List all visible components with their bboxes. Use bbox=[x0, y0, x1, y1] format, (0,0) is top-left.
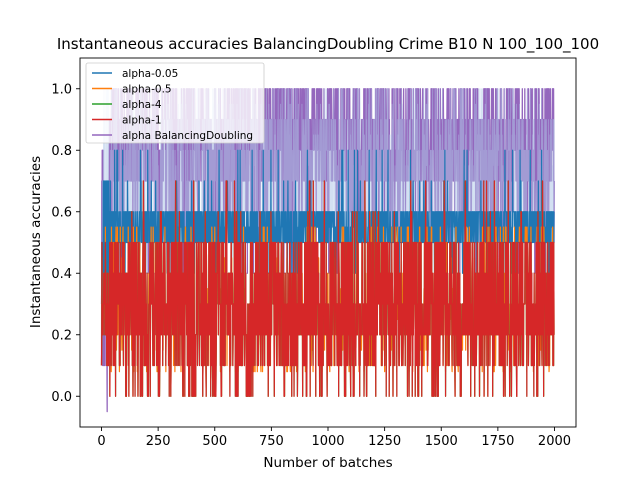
x-tick-label: 250 bbox=[146, 434, 171, 449]
y-tick-label: 1.0 bbox=[51, 82, 72, 97]
series-layer bbox=[100, 88, 555, 413]
y-tick-label: 0.4 bbox=[51, 267, 72, 282]
legend-label: alpha-0.5 bbox=[122, 83, 172, 95]
legend-box bbox=[85, 62, 265, 144]
legend: alpha-0.05 alpha-0.5 alpha-4 alpha-1 alpha B… bbox=[85, 62, 265, 144]
x-tick-label: 500 bbox=[202, 434, 227, 449]
y-tick-label: 0.6 bbox=[51, 205, 72, 220]
x-tick-label: 2000 bbox=[538, 434, 571, 449]
x-tick-label: 1250 bbox=[368, 434, 401, 449]
series-line-alpha-0-05 bbox=[100, 149, 555, 336]
series-line-alpha-1 bbox=[100, 180, 555, 397]
x-tick-label: 1500 bbox=[425, 434, 458, 449]
x-tick-label: 750 bbox=[259, 434, 284, 449]
y-axis-label: Instantaneous accuracies bbox=[28, 156, 44, 328]
y-tick-label: 0.2 bbox=[51, 328, 72, 343]
x-tick-label: 1000 bbox=[311, 434, 344, 449]
y-tick-label: 0.0 bbox=[51, 390, 72, 405]
legend-label: alpha-0.05 bbox=[122, 68, 178, 80]
legend-label: alpha-1 bbox=[122, 114, 162, 126]
chart-title: Instantaneous accuracies BalancingDoubli… bbox=[57, 35, 599, 54]
y-tick-label: 0.8 bbox=[51, 144, 72, 159]
x-tick-label: 0 bbox=[97, 434, 105, 449]
x-axis-label: Number of batches bbox=[263, 455, 392, 471]
x-axis: 0 250 500 750 1000 1250 1500 1750 2000 bbox=[97, 427, 571, 449]
y-axis: 0.0 0.2 0.4 0.6 0.8 1.0 bbox=[51, 82, 80, 405]
x-tick-label: 1750 bbox=[481, 434, 514, 449]
series-line-alpha-0-05-light bbox=[101, 88, 555, 336]
legend-label: alpha BalancingDoubling bbox=[122, 130, 253, 142]
legend-label: alpha-4 bbox=[122, 99, 162, 111]
